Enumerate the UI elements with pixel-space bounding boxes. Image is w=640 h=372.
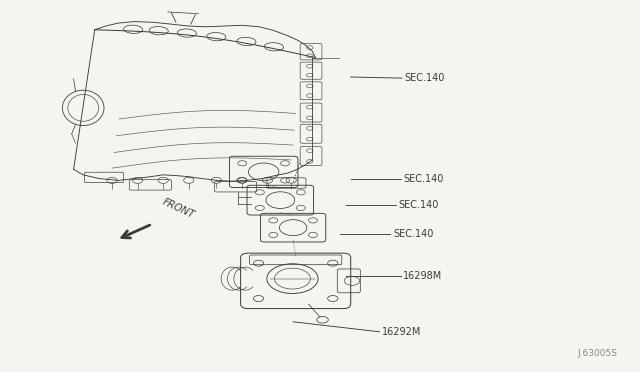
- Text: SEC.140: SEC.140: [398, 201, 438, 210]
- Text: 16298M: 16298M: [403, 271, 442, 281]
- Text: 16292M: 16292M: [382, 327, 422, 337]
- Text: SEC.140: SEC.140: [403, 174, 444, 184]
- Text: SEC.140: SEC.140: [404, 73, 445, 83]
- Text: FRONT: FRONT: [161, 197, 196, 220]
- Text: SEC.140: SEC.140: [393, 230, 433, 239]
- Text: J.63005S: J.63005S: [578, 349, 618, 358]
